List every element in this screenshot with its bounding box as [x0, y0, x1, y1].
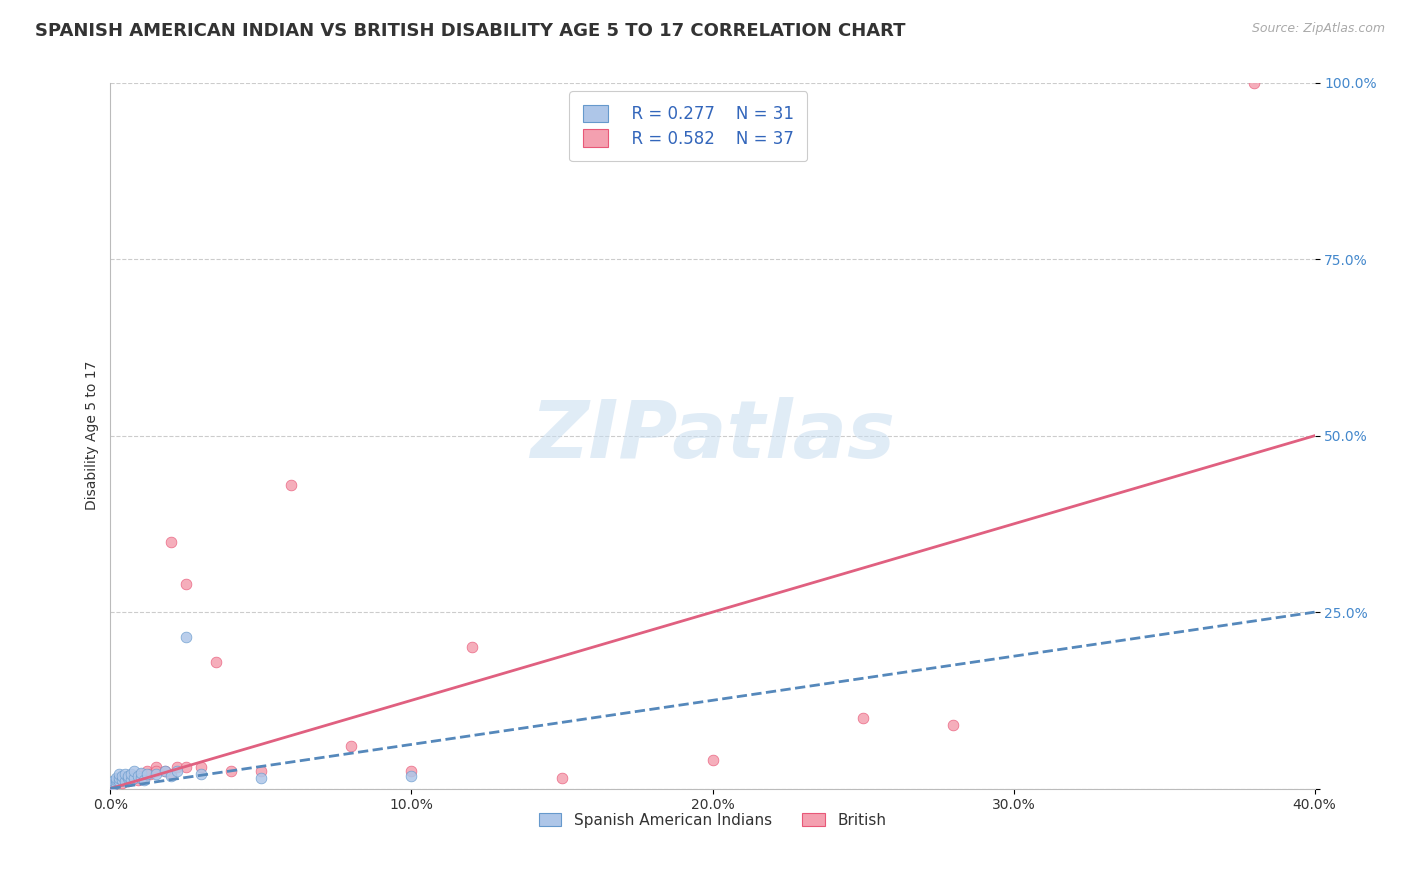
- Point: [132, 773, 155, 788]
- Legend: Spanish American Indians, British: Spanish American Indians, British: [533, 806, 893, 834]
- Point: [111, 773, 134, 788]
- Point: [145, 767, 167, 781]
- Point: [103, 778, 125, 792]
- Point: [551, 771, 574, 785]
- Point: [460, 640, 482, 655]
- Point: [852, 711, 875, 725]
- Point: [105, 771, 128, 785]
- Point: [105, 776, 128, 790]
- Point: [174, 630, 197, 644]
- Point: [166, 764, 188, 778]
- Point: [124, 764, 146, 778]
- Point: [190, 767, 212, 781]
- Point: [702, 753, 724, 767]
- Point: [111, 776, 134, 790]
- Point: [280, 478, 302, 492]
- Point: [145, 760, 167, 774]
- Point: [250, 764, 273, 778]
- Point: [103, 774, 125, 789]
- Point: [103, 778, 125, 792]
- Point: [117, 769, 139, 783]
- Point: [105, 773, 128, 788]
- Point: [108, 774, 131, 789]
- Text: ZIPatlas: ZIPatlas: [530, 397, 896, 475]
- Point: [108, 771, 131, 785]
- Point: [166, 760, 188, 774]
- Point: [114, 773, 136, 788]
- Point: [129, 767, 152, 781]
- Point: [153, 764, 176, 778]
- Y-axis label: Disability Age 5 to 17: Disability Age 5 to 17: [86, 361, 100, 510]
- Point: [135, 767, 157, 781]
- Point: [114, 771, 136, 785]
- Point: [145, 764, 167, 778]
- Point: [401, 764, 423, 778]
- Point: [124, 771, 146, 785]
- Point: [124, 771, 146, 785]
- Point: [111, 769, 134, 783]
- Point: [121, 773, 143, 788]
- Point: [117, 771, 139, 785]
- Point: [129, 766, 152, 780]
- Point: [219, 764, 242, 778]
- Point: [174, 760, 197, 774]
- Point: [942, 718, 965, 732]
- Point: [114, 774, 136, 789]
- Point: [117, 773, 139, 788]
- Point: [117, 774, 139, 789]
- Point: [159, 534, 181, 549]
- Point: [121, 769, 143, 783]
- Point: [121, 767, 143, 781]
- Point: [190, 760, 212, 774]
- Point: [159, 769, 181, 783]
- Point: [1243, 76, 1265, 90]
- Point: [108, 774, 131, 789]
- Point: [153, 764, 176, 778]
- Point: [105, 776, 128, 790]
- Text: SPANISH AMERICAN INDIAN VS BRITISH DISABILITY AGE 5 TO 17 CORRELATION CHART: SPANISH AMERICAN INDIAN VS BRITISH DISAB…: [35, 22, 905, 40]
- Point: [129, 771, 152, 785]
- Point: [127, 769, 149, 783]
- Point: [340, 739, 363, 754]
- Point: [204, 655, 226, 669]
- Text: Source: ZipAtlas.com: Source: ZipAtlas.com: [1251, 22, 1385, 36]
- Point: [127, 773, 149, 788]
- Point: [135, 764, 157, 778]
- Point: [159, 767, 181, 781]
- Point: [401, 769, 423, 783]
- Point: [129, 771, 152, 785]
- Point: [108, 767, 131, 781]
- Point: [174, 577, 197, 591]
- Point: [132, 769, 155, 783]
- Point: [114, 767, 136, 781]
- Point: [138, 767, 160, 781]
- Point: [250, 771, 273, 785]
